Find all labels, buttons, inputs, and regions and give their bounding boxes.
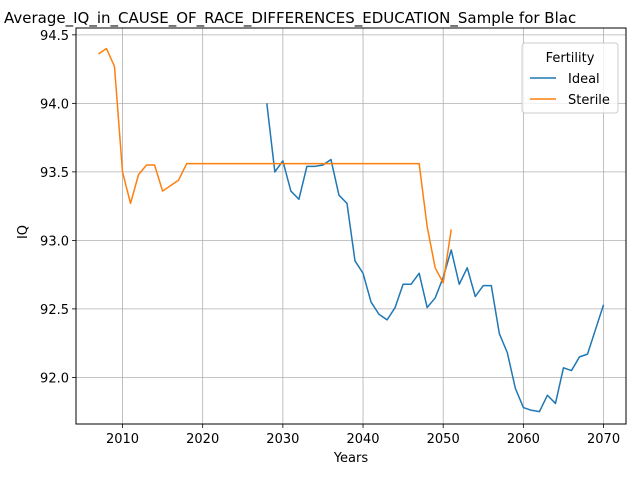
legend-label-ideal: Ideal bbox=[568, 72, 600, 87]
y-tick-label: 93.5 bbox=[40, 166, 69, 181]
x-tick-label: 2060 bbox=[507, 432, 540, 447]
legend-box bbox=[521, 42, 619, 114]
y-tick-label: 93.0 bbox=[40, 234, 69, 249]
x-tick-label: 2030 bbox=[266, 432, 299, 447]
legend-title: Fertility bbox=[546, 51, 595, 66]
y-tick-label: 94.5 bbox=[40, 29, 69, 44]
x-axis-title: Years bbox=[333, 451, 369, 466]
x-tick-label: 2070 bbox=[587, 432, 620, 447]
x-tick-label: 2040 bbox=[346, 432, 379, 447]
x-tick-label: 2010 bbox=[106, 432, 139, 447]
y-tick-label: 94.0 bbox=[40, 97, 69, 112]
y-axis-title: IQ bbox=[16, 225, 31, 239]
x-tick-label: 2020 bbox=[186, 432, 219, 447]
legend: Fertility Ideal Sterile bbox=[521, 42, 619, 114]
chart-title: Average_IQ_in_CAUSE_OF_RACE_DIFFERENCES_… bbox=[4, 9, 576, 28]
series-lines bbox=[98, 47, 605, 413]
legend-label-sterile: Sterile bbox=[568, 93, 610, 108]
plot-frame bbox=[75, 27, 627, 425]
series-line-ideal bbox=[266, 103, 605, 413]
y-tick-label: 92.5 bbox=[40, 303, 69, 318]
y-tick-label: 92.0 bbox=[40, 371, 69, 386]
legend-entries: Ideal Sterile bbox=[530, 72, 610, 108]
series-line-sterile bbox=[98, 47, 452, 284]
x-tick-label: 2050 bbox=[427, 432, 460, 447]
axis-ticks: 2010 2020 2030 2040 2050 2060 2070 92.0 92.5 93.0… bbox=[40, 29, 620, 447]
